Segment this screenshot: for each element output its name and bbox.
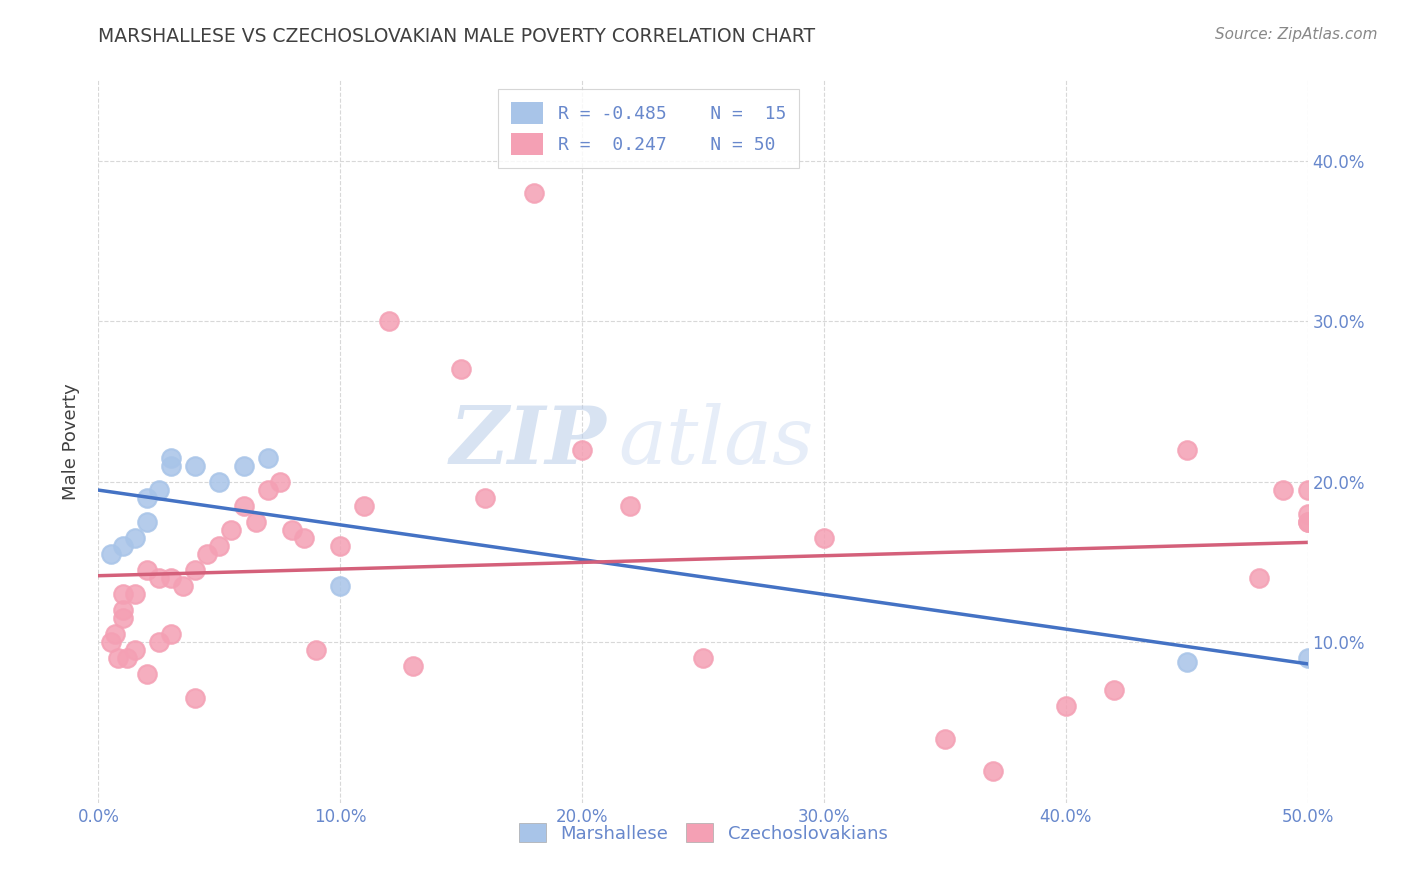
- Point: [124, 643, 146, 657]
- Point: [107, 651, 129, 665]
- Point: [117, 651, 139, 665]
- Point: [1175, 655, 1198, 669]
- Point: [1296, 651, 1319, 665]
- Y-axis label: Male Poverty: Male Poverty: [62, 384, 80, 500]
- Point: [208, 539, 231, 553]
- Point: [160, 571, 183, 585]
- Point: [256, 483, 278, 497]
- Point: [111, 587, 134, 601]
- Text: atlas: atlas: [619, 403, 814, 480]
- Point: [111, 539, 134, 553]
- Point: [135, 563, 157, 577]
- Point: [256, 450, 278, 465]
- Point: [523, 186, 546, 200]
- Point: [221, 523, 243, 537]
- Point: [148, 483, 170, 497]
- Point: [232, 499, 254, 513]
- Point: [305, 643, 328, 657]
- Point: [100, 547, 122, 561]
- Text: Source: ZipAtlas.com: Source: ZipAtlas.com: [1215, 27, 1378, 42]
- Point: [245, 515, 267, 529]
- Point: [160, 627, 183, 641]
- Point: [160, 450, 183, 465]
- Point: [1175, 442, 1198, 457]
- Point: [450, 362, 472, 376]
- Point: [124, 587, 146, 601]
- Point: [1272, 483, 1295, 497]
- Point: [813, 531, 835, 545]
- Point: [184, 563, 207, 577]
- Point: [148, 635, 170, 649]
- Point: [135, 515, 157, 529]
- Point: [1296, 515, 1319, 529]
- Point: [281, 523, 304, 537]
- Point: [329, 579, 352, 593]
- Point: [111, 603, 134, 617]
- Point: [160, 458, 183, 473]
- Point: [353, 499, 375, 513]
- Point: [1296, 507, 1319, 521]
- Point: [269, 475, 291, 489]
- Point: [329, 539, 352, 553]
- Text: MARSHALLESE VS CZECHOSLOVAKIAN MALE POVERTY CORRELATION CHART: MARSHALLESE VS CZECHOSLOVAKIAN MALE POVE…: [98, 27, 815, 45]
- Point: [184, 458, 207, 473]
- Point: [474, 491, 496, 505]
- Point: [571, 442, 593, 457]
- Point: [1102, 683, 1125, 698]
- Point: [195, 547, 218, 561]
- Point: [619, 499, 641, 513]
- Point: [1296, 483, 1319, 497]
- Point: [292, 531, 315, 545]
- Point: [172, 579, 194, 593]
- Point: [100, 635, 122, 649]
- Point: [981, 764, 1004, 778]
- Legend: Marshallese, Czechoslovakians: Marshallese, Czechoslovakians: [509, 814, 897, 852]
- Point: [377, 314, 399, 328]
- Point: [124, 531, 146, 545]
- Point: [692, 651, 714, 665]
- Text: ZIP: ZIP: [450, 403, 606, 480]
- Point: [184, 691, 207, 706]
- Point: [232, 458, 254, 473]
- Point: [111, 611, 134, 625]
- Point: [934, 731, 956, 746]
- Point: [1296, 515, 1319, 529]
- Point: [208, 475, 231, 489]
- Point: [1249, 571, 1271, 585]
- Point: [402, 659, 425, 673]
- Point: [104, 627, 127, 641]
- Point: [1054, 699, 1077, 714]
- Point: [135, 667, 157, 681]
- Point: [148, 571, 170, 585]
- Point: [135, 491, 157, 505]
